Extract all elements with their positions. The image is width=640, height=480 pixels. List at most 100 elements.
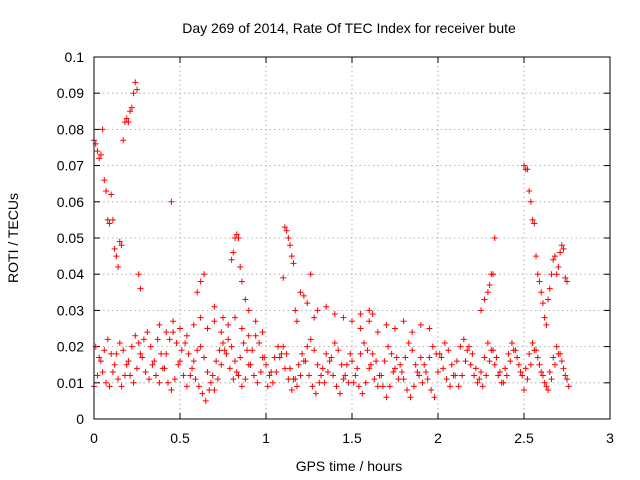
data-point: [161, 365, 168, 372]
data-point: [171, 376, 178, 383]
data-point: [524, 166, 531, 173]
data-point: [207, 379, 214, 386]
data-point: [123, 361, 130, 368]
data-point: [392, 325, 398, 332]
data-point: [321, 379, 328, 386]
data-point: [235, 235, 242, 241]
data-point: [104, 216, 111, 223]
data-point: [268, 368, 275, 375]
data-point: [318, 372, 325, 379]
data-point: [230, 376, 237, 383]
data-point: [232, 358, 239, 365]
data-point: [330, 372, 337, 379]
data-point: [371, 376, 378, 383]
data-point: [374, 329, 381, 336]
data-point: [115, 376, 122, 383]
data-point: [345, 379, 352, 386]
data-point: [379, 383, 386, 390]
data-point: [137, 350, 144, 357]
data-point: [109, 368, 116, 375]
data-point: [302, 358, 309, 365]
data-point: [558, 358, 565, 365]
data-point: [147, 343, 154, 350]
data-point: [130, 90, 137, 97]
data-point: [340, 314, 347, 321]
data-point: [127, 372, 134, 379]
data-point: [400, 376, 407, 383]
data-point: [314, 361, 321, 368]
data-point: [285, 376, 292, 383]
data-point: [228, 256, 235, 263]
data-point: [512, 347, 519, 354]
data-point: [361, 339, 368, 346]
data-point: [135, 271, 142, 278]
data-point: [545, 387, 552, 394]
data-point: [527, 198, 534, 205]
data-point: [517, 368, 524, 375]
x-tick-label: 0: [90, 430, 98, 446]
data-point: [237, 263, 244, 270]
data-point: [347, 350, 354, 357]
data-point: [538, 368, 545, 375]
data-point: [170, 318, 177, 325]
data-point: [245, 307, 252, 314]
data-point: [407, 394, 414, 401]
data-point: [108, 191, 115, 198]
data-point: [323, 350, 330, 357]
data-point: [490, 271, 497, 278]
data-point: [388, 350, 395, 357]
data-point: [397, 361, 404, 368]
data-point: [484, 339, 491, 346]
data-point: [562, 274, 569, 281]
data-point: [201, 354, 208, 361]
data-point: [309, 383, 316, 390]
data-point: [398, 368, 405, 375]
data-point: [357, 311, 364, 318]
data-point: [333, 383, 340, 390]
data-point: [409, 329, 416, 336]
data-point: [185, 350, 192, 357]
data-point: [142, 368, 149, 375]
data-point: [109, 216, 116, 223]
data-point: [139, 354, 146, 361]
data-point: [106, 220, 113, 227]
data-point: [238, 325, 245, 332]
data-point: [546, 285, 553, 292]
data-point: [237, 354, 244, 361]
data-point: [410, 383, 417, 390]
data-point: [448, 361, 455, 368]
data-point: [218, 329, 225, 336]
data-point: [130, 379, 137, 386]
data-point: [543, 321, 550, 328]
data-point: [314, 307, 321, 314]
data-point: [299, 350, 306, 357]
x-tick-label: 3: [606, 430, 614, 446]
data-point: [354, 365, 361, 372]
data-point: [414, 368, 421, 375]
data-point: [221, 347, 228, 354]
data-point: [343, 361, 350, 368]
data-point: [455, 383, 462, 390]
data-point: [202, 397, 209, 404]
data-point: [306, 372, 312, 379]
data-point: [534, 354, 541, 361]
data-point: [541, 379, 548, 386]
data-point: [478, 368, 484, 375]
data-point: [120, 347, 127, 354]
data-point: [249, 347, 256, 354]
data-point: [101, 347, 108, 354]
data-point: [264, 383, 271, 390]
data-point: [235, 372, 242, 379]
data-point: [417, 321, 424, 328]
data-point: [553, 343, 560, 350]
data-point: [151, 358, 158, 365]
data-point: [254, 379, 261, 386]
data-point: [103, 379, 110, 386]
data-point: [293, 383, 300, 390]
data-point: [96, 155, 103, 162]
data-point: [311, 347, 318, 354]
data-point: [374, 383, 381, 390]
data-point: [180, 372, 187, 379]
data-point: [247, 361, 254, 368]
data-point: [340, 376, 347, 383]
